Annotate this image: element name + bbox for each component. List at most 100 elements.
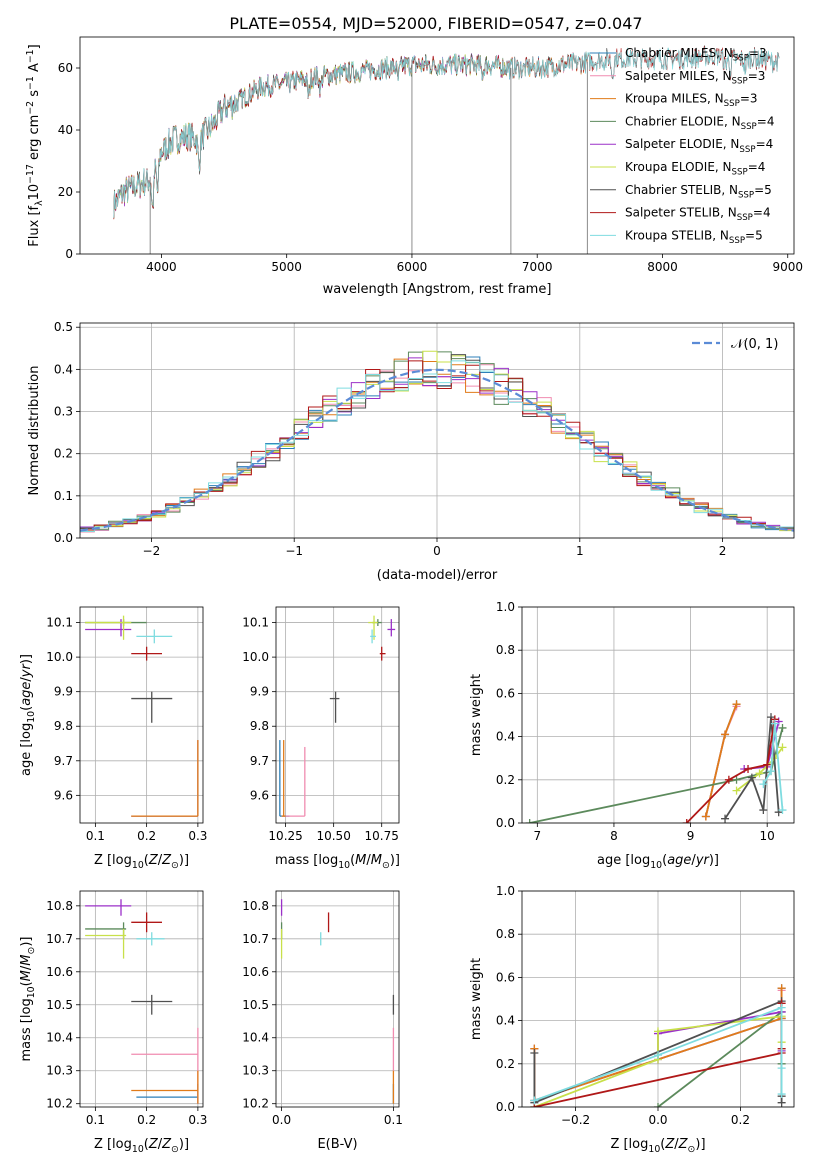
y-tick-label: 10.2 bbox=[46, 1097, 73, 1111]
mass-weight-marker bbox=[654, 1051, 662, 1060]
x-tick-label: 1 bbox=[576, 544, 584, 558]
x-tick-label: −1 bbox=[285, 544, 303, 558]
x-tick-label: 10 bbox=[760, 829, 775, 843]
y-tick-label: 0 bbox=[65, 247, 73, 261]
mass-weight-line bbox=[529, 727, 784, 823]
mass-weight-marker bbox=[747, 773, 756, 782]
x-tick-label: 8 bbox=[610, 829, 618, 843]
mass-weight-marker bbox=[770, 719, 779, 728]
residuals-panel: −2 −1 0 1 2 0.0 0.1 0.2 0.3 0.4 0.5 (data-model)/er… bbox=[27, 320, 795, 583]
residual-histogram bbox=[80, 360, 794, 534]
mass-weight-series bbox=[525, 700, 787, 823]
age-vs-mass-panel: 10.25 10.50 10.75 9.6 9.7 9.8 9.9 10.0 10.1 mass … bbox=[242, 606, 400, 871]
y-tick-label: 9.6 bbox=[54, 788, 73, 802]
mass-weight-marker bbox=[732, 700, 741, 709]
mass-weight-marker bbox=[732, 775, 741, 784]
y-axis-label: age [log10(age/yr)] bbox=[19, 654, 37, 776]
mass-weight-series bbox=[530, 984, 786, 1107]
plots: 4000 5000 6000 7000 8000 90000204060wavelengt… bbox=[19, 36, 803, 1155]
y-tick-label: 10.4 bbox=[242, 1031, 269, 1045]
mass-vs-Z-panel: 0.1 0.2 0.3 10.2 10.3 10.4 10.5 10.6 10.7 10.8 Z [… bbox=[19, 890, 207, 1155]
mass-weight-marker bbox=[732, 786, 741, 795]
mass-weight-marker bbox=[777, 984, 786, 993]
x-axis-label: Z [log10(Z/Z⊙)] bbox=[94, 1137, 189, 1155]
y-tick-label: 10.0 bbox=[46, 650, 73, 664]
mass-weight-marker bbox=[654, 1027, 662, 1036]
y-tick-label: 10.4 bbox=[46, 1031, 73, 1045]
y-tick-label: 10.1 bbox=[46, 616, 73, 630]
mass-weight-marker bbox=[682, 819, 691, 823]
y-tick-label: 0.0 bbox=[54, 531, 73, 545]
y-tick-label: 9.9 bbox=[54, 685, 73, 699]
x-tick-label: 7 bbox=[534, 829, 542, 843]
mass-weight-marker bbox=[767, 767, 776, 776]
y-tick-label: 0.1 bbox=[54, 489, 73, 503]
x-axis-label: mass [log10(M/M⊙)] bbox=[275, 853, 400, 871]
spectrum-line bbox=[113, 46, 780, 218]
y-tick-label: 1.0 bbox=[496, 884, 515, 898]
mass-weight-marker bbox=[530, 1049, 539, 1057]
mass-weight-marker bbox=[701, 812, 710, 821]
x-tick-label: 0.2 bbox=[731, 1113, 750, 1127]
mass-weight-vs-age-panel: 7 8 9 10 0.0 0.2 0.4 0.6 0.8 1.0 age [log10(age/yr… bbox=[469, 600, 795, 871]
spectrum-line bbox=[113, 52, 588, 219]
error-bars bbox=[85, 899, 199, 1104]
x-tick-label: 7000 bbox=[522, 260, 553, 274]
spectrum-line bbox=[113, 51, 588, 218]
legend-label: Salpeter STELIB, NSSP=4 bbox=[625, 206, 771, 224]
y-tick-label: 0.6 bbox=[496, 686, 515, 700]
x-tick-label: 0.1 bbox=[384, 1113, 403, 1127]
y-tick-label: 0.0 bbox=[496, 816, 515, 830]
x-tick-label: 0.1 bbox=[86, 1113, 105, 1127]
x-axis-label: age [log10(age/yr)] bbox=[597, 853, 719, 871]
x-tick-label: −2 bbox=[143, 544, 161, 558]
legend-label: Kroupa MILES, NSSP=3 bbox=[625, 92, 758, 110]
x-tick-label: 4000 bbox=[146, 260, 177, 274]
y-tick-label: 0.2 bbox=[496, 773, 515, 787]
mass-weight-marker bbox=[721, 730, 730, 739]
y-tick-label: 60 bbox=[58, 61, 73, 75]
y-tick-label: 40 bbox=[58, 123, 73, 137]
residuals-legend: 𝒩(0, 1) bbox=[692, 337, 778, 352]
y-tick-label: 0.8 bbox=[496, 927, 515, 941]
mass-weight-marker bbox=[777, 1064, 786, 1073]
mass-weight-line bbox=[762, 723, 784, 811]
residual-histograms bbox=[80, 350, 794, 535]
y-tick-label: 10.3 bbox=[46, 1064, 73, 1078]
y-tick-label: 9.7 bbox=[54, 754, 73, 768]
y-tick-label: 10.7 bbox=[46, 932, 73, 946]
y-tick-label: 9.9 bbox=[250, 685, 269, 699]
age-vs-Z-panel: 0.1 0.2 0.3 9.6 9.7 9.8 9.9 10.0 10.1 Z [log10(Z/… bbox=[19, 606, 207, 871]
mass-vs-ebv-panel: 0.0 0.1 10.2 10.3 10.4 10.5 10.6 10.7 10.8 E(B-V) bbox=[242, 890, 403, 1152]
x-tick-label: 5000 bbox=[271, 260, 302, 274]
mass-weight-marker bbox=[530, 1096, 539, 1105]
y-tick-label: 10.2 bbox=[242, 1097, 269, 1111]
x-tick-label: 8000 bbox=[647, 260, 678, 274]
x-tick-label: 0.0 bbox=[648, 1113, 667, 1127]
axes-frame bbox=[79, 606, 204, 824]
y-tick-label: 10.8 bbox=[242, 899, 269, 913]
axes-frame bbox=[79, 36, 795, 255]
x-tick-label: 9000 bbox=[772, 260, 803, 274]
legend-label: 𝒩(0, 1) bbox=[731, 337, 778, 352]
spectrum-line bbox=[113, 51, 588, 219]
figure-title: PLATE=0554, MJD=52000, FIBERID=0547, z=0… bbox=[229, 14, 642, 33]
axes-frame bbox=[521, 606, 795, 824]
y-tick-label: 9.8 bbox=[250, 719, 269, 733]
residual-histogram bbox=[80, 351, 794, 534]
y-axis-label: mass weight bbox=[469, 674, 484, 756]
x-axis-label: E(B-V) bbox=[317, 1137, 357, 1152]
spectrum-lines bbox=[113, 45, 780, 254]
y-axis-label: mass weight bbox=[469, 958, 484, 1040]
mass-weight-marker bbox=[778, 806, 787, 815]
x-tick-label: 10.75 bbox=[365, 829, 399, 843]
error-bars bbox=[85, 615, 199, 817]
axes-frame bbox=[79, 890, 204, 1108]
axes-frame bbox=[275, 606, 400, 824]
y-tick-label: 0.5 bbox=[54, 320, 73, 334]
mass-weight-vs-Z-panel: −0.2 0.0 0.2 0.0 0.2 0.4 0.6 0.8 1.0 Z [log10(Z/Z… bbox=[469, 884, 795, 1155]
axes-frame bbox=[275, 890, 400, 1108]
error-bars bbox=[280, 899, 395, 1104]
mass-weight-marker bbox=[724, 775, 733, 784]
